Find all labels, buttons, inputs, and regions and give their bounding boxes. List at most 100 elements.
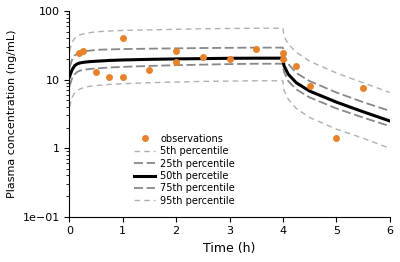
Line: 95th percentile: 95th percentile xyxy=(70,28,390,92)
95th percentile xyxy=(360,81,365,84)
95th percentile xyxy=(282,35,286,38)
observations xyxy=(120,75,125,78)
Line: observations: observations xyxy=(75,35,366,142)
75th percentile xyxy=(227,46,232,50)
75th percentile xyxy=(120,47,125,51)
5th percentile xyxy=(254,79,258,82)
95th percentile xyxy=(99,30,104,33)
25th percentile xyxy=(387,124,392,128)
50th percetile xyxy=(200,57,205,60)
75th percentile xyxy=(107,48,112,51)
5th percentile xyxy=(75,89,80,92)
25th percentile xyxy=(227,63,232,66)
5th percentile xyxy=(286,97,290,101)
5th percentile xyxy=(88,85,93,88)
5th percentile xyxy=(360,137,365,140)
95th percentile xyxy=(94,30,98,34)
5th percentile xyxy=(94,84,98,87)
observations xyxy=(294,64,298,67)
observations xyxy=(280,57,285,61)
50th percetile xyxy=(307,90,312,93)
95th percentile xyxy=(334,71,339,74)
observations xyxy=(360,86,365,90)
75th percentile xyxy=(70,58,74,61)
25th percentile xyxy=(75,70,80,73)
5th percentile xyxy=(99,84,104,87)
5th percentile xyxy=(120,82,125,85)
observations xyxy=(227,57,232,61)
95th percentile xyxy=(83,32,88,35)
X-axis label: Time (h): Time (h) xyxy=(203,242,256,255)
observations xyxy=(307,85,312,88)
75th percentile xyxy=(72,54,77,57)
75th percentile xyxy=(254,46,258,49)
75th percentile xyxy=(88,49,93,52)
25th percentile xyxy=(147,64,152,68)
50th percetile xyxy=(174,57,178,61)
50th percetile xyxy=(67,75,72,78)
75th percentile xyxy=(280,46,285,49)
75th percentile xyxy=(200,46,205,50)
50th percetile xyxy=(387,119,392,122)
observations xyxy=(254,47,258,51)
75th percentile xyxy=(75,52,80,55)
observations xyxy=(200,56,205,59)
5th percentile xyxy=(72,91,77,94)
75th percentile xyxy=(334,91,339,94)
5th percentile xyxy=(387,147,392,150)
5th percentile xyxy=(307,116,312,119)
95th percentile xyxy=(307,60,312,63)
50th percetile xyxy=(286,73,290,76)
25th percentile xyxy=(294,88,298,91)
50th percetile xyxy=(147,58,152,61)
50th percetile xyxy=(70,68,74,71)
observations xyxy=(147,68,152,71)
95th percentile xyxy=(70,41,74,44)
75th percentile xyxy=(94,48,98,52)
50th percetile xyxy=(78,61,82,64)
95th percentile xyxy=(120,29,125,32)
25th percentile xyxy=(107,66,112,69)
Line: 25th percentile: 25th percentile xyxy=(70,64,390,126)
50th percetile xyxy=(280,57,285,60)
5th percentile xyxy=(280,79,285,82)
Line: 75th percentile: 75th percentile xyxy=(70,48,390,111)
75th percentile xyxy=(286,62,290,65)
75th percentile xyxy=(307,79,312,83)
5th percentile xyxy=(70,96,74,99)
95th percentile xyxy=(387,91,392,94)
95th percentile xyxy=(67,50,72,53)
observations xyxy=(334,137,339,140)
75th percentile xyxy=(78,51,82,54)
50th percetile xyxy=(360,110,365,113)
50th percetile xyxy=(254,57,258,60)
25th percentile xyxy=(120,65,125,68)
75th percentile xyxy=(67,66,72,69)
50th percetile xyxy=(120,58,125,62)
25th percentile xyxy=(72,73,77,76)
95th percentile xyxy=(174,28,178,31)
5th percentile xyxy=(227,79,232,83)
50th percetile xyxy=(72,64,77,67)
25th percentile xyxy=(254,62,258,65)
25th percentile xyxy=(99,67,104,70)
25th percentile xyxy=(78,69,82,72)
5th percentile xyxy=(174,80,178,84)
observations xyxy=(120,37,125,40)
75th percentile xyxy=(83,50,88,53)
50th percetile xyxy=(227,57,232,60)
observations xyxy=(107,75,112,78)
5th percentile xyxy=(107,83,112,86)
5th percentile xyxy=(147,81,152,84)
Legend: observations, 5th percentile, 25th percentile, 50th percetile, 75th percentile, : observations, 5th percentile, 25th perce… xyxy=(132,132,237,208)
25th percentile xyxy=(174,64,178,67)
95th percentile xyxy=(75,35,80,38)
95th percentile xyxy=(286,42,290,46)
25th percentile xyxy=(94,67,98,70)
5th percentile xyxy=(78,87,82,90)
95th percentile xyxy=(72,37,77,40)
5th percentile xyxy=(294,107,298,110)
5th percentile xyxy=(200,80,205,83)
50th percetile xyxy=(294,81,298,84)
5th percentile xyxy=(83,85,88,89)
